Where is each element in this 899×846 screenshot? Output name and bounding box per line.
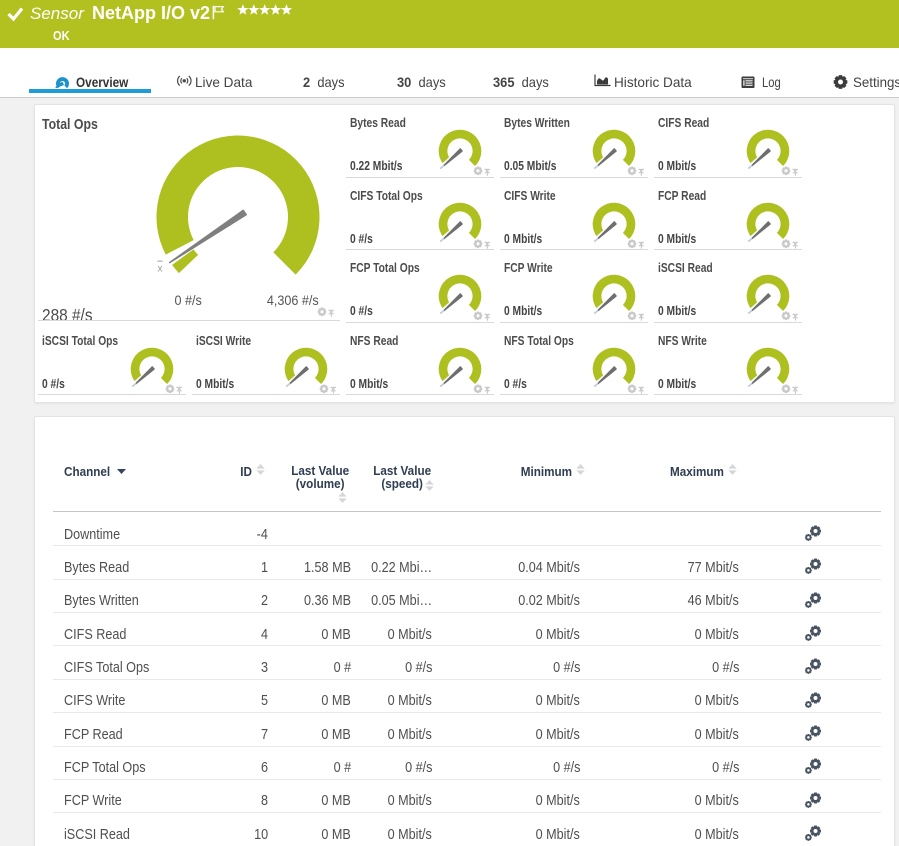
svg-text:x: x bbox=[158, 264, 163, 275]
